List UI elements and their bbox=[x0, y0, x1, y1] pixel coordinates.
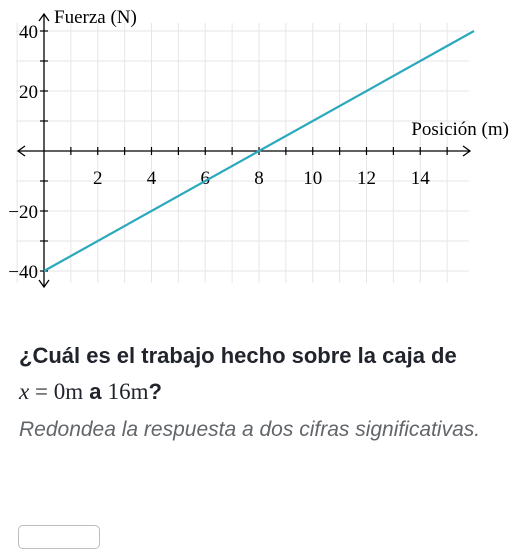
rounding-hint: Redondea la respuesta a dos cifras signi… bbox=[19, 413, 489, 447]
x-axis-label: Posición (m) bbox=[411, 119, 509, 140]
answer-input[interactable] bbox=[18, 525, 100, 549]
y-axis-label: Fuerza (N) bbox=[54, 7, 137, 28]
y-tick-label: −20 bbox=[8, 202, 38, 223]
from-value: 0 bbox=[54, 379, 66, 404]
x-tick-label: 10 bbox=[303, 168, 322, 189]
y-tick-label: 40 bbox=[19, 22, 38, 43]
x-tick-label: 12 bbox=[357, 168, 376, 189]
to-value: 16 bbox=[108, 379, 131, 404]
math-expression-2: 16m bbox=[108, 379, 149, 404]
connector-text: a bbox=[83, 379, 107, 404]
from-unit: m bbox=[65, 379, 83, 404]
to-unit: m bbox=[131, 379, 149, 404]
math-expression: x = 0m bbox=[19, 379, 83, 404]
x-tick-label: 2 bbox=[93, 168, 103, 189]
x-tick-label: 8 bbox=[254, 168, 264, 189]
x-tick-label: 14 bbox=[411, 168, 431, 189]
x-tick-label: 4 bbox=[147, 168, 157, 189]
y-tick-label: −40 bbox=[8, 262, 38, 283]
question-text: ¿Cuál es el trabajo hecho sobre la caja … bbox=[19, 338, 499, 410]
variable-x: x bbox=[19, 379, 29, 404]
equals-sign: = bbox=[29, 379, 53, 404]
question-mark: ? bbox=[148, 379, 161, 404]
question-prefix: ¿Cuál es el trabajo hecho sobre la caja … bbox=[19, 343, 457, 368]
y-tick-label: 20 bbox=[19, 82, 38, 103]
